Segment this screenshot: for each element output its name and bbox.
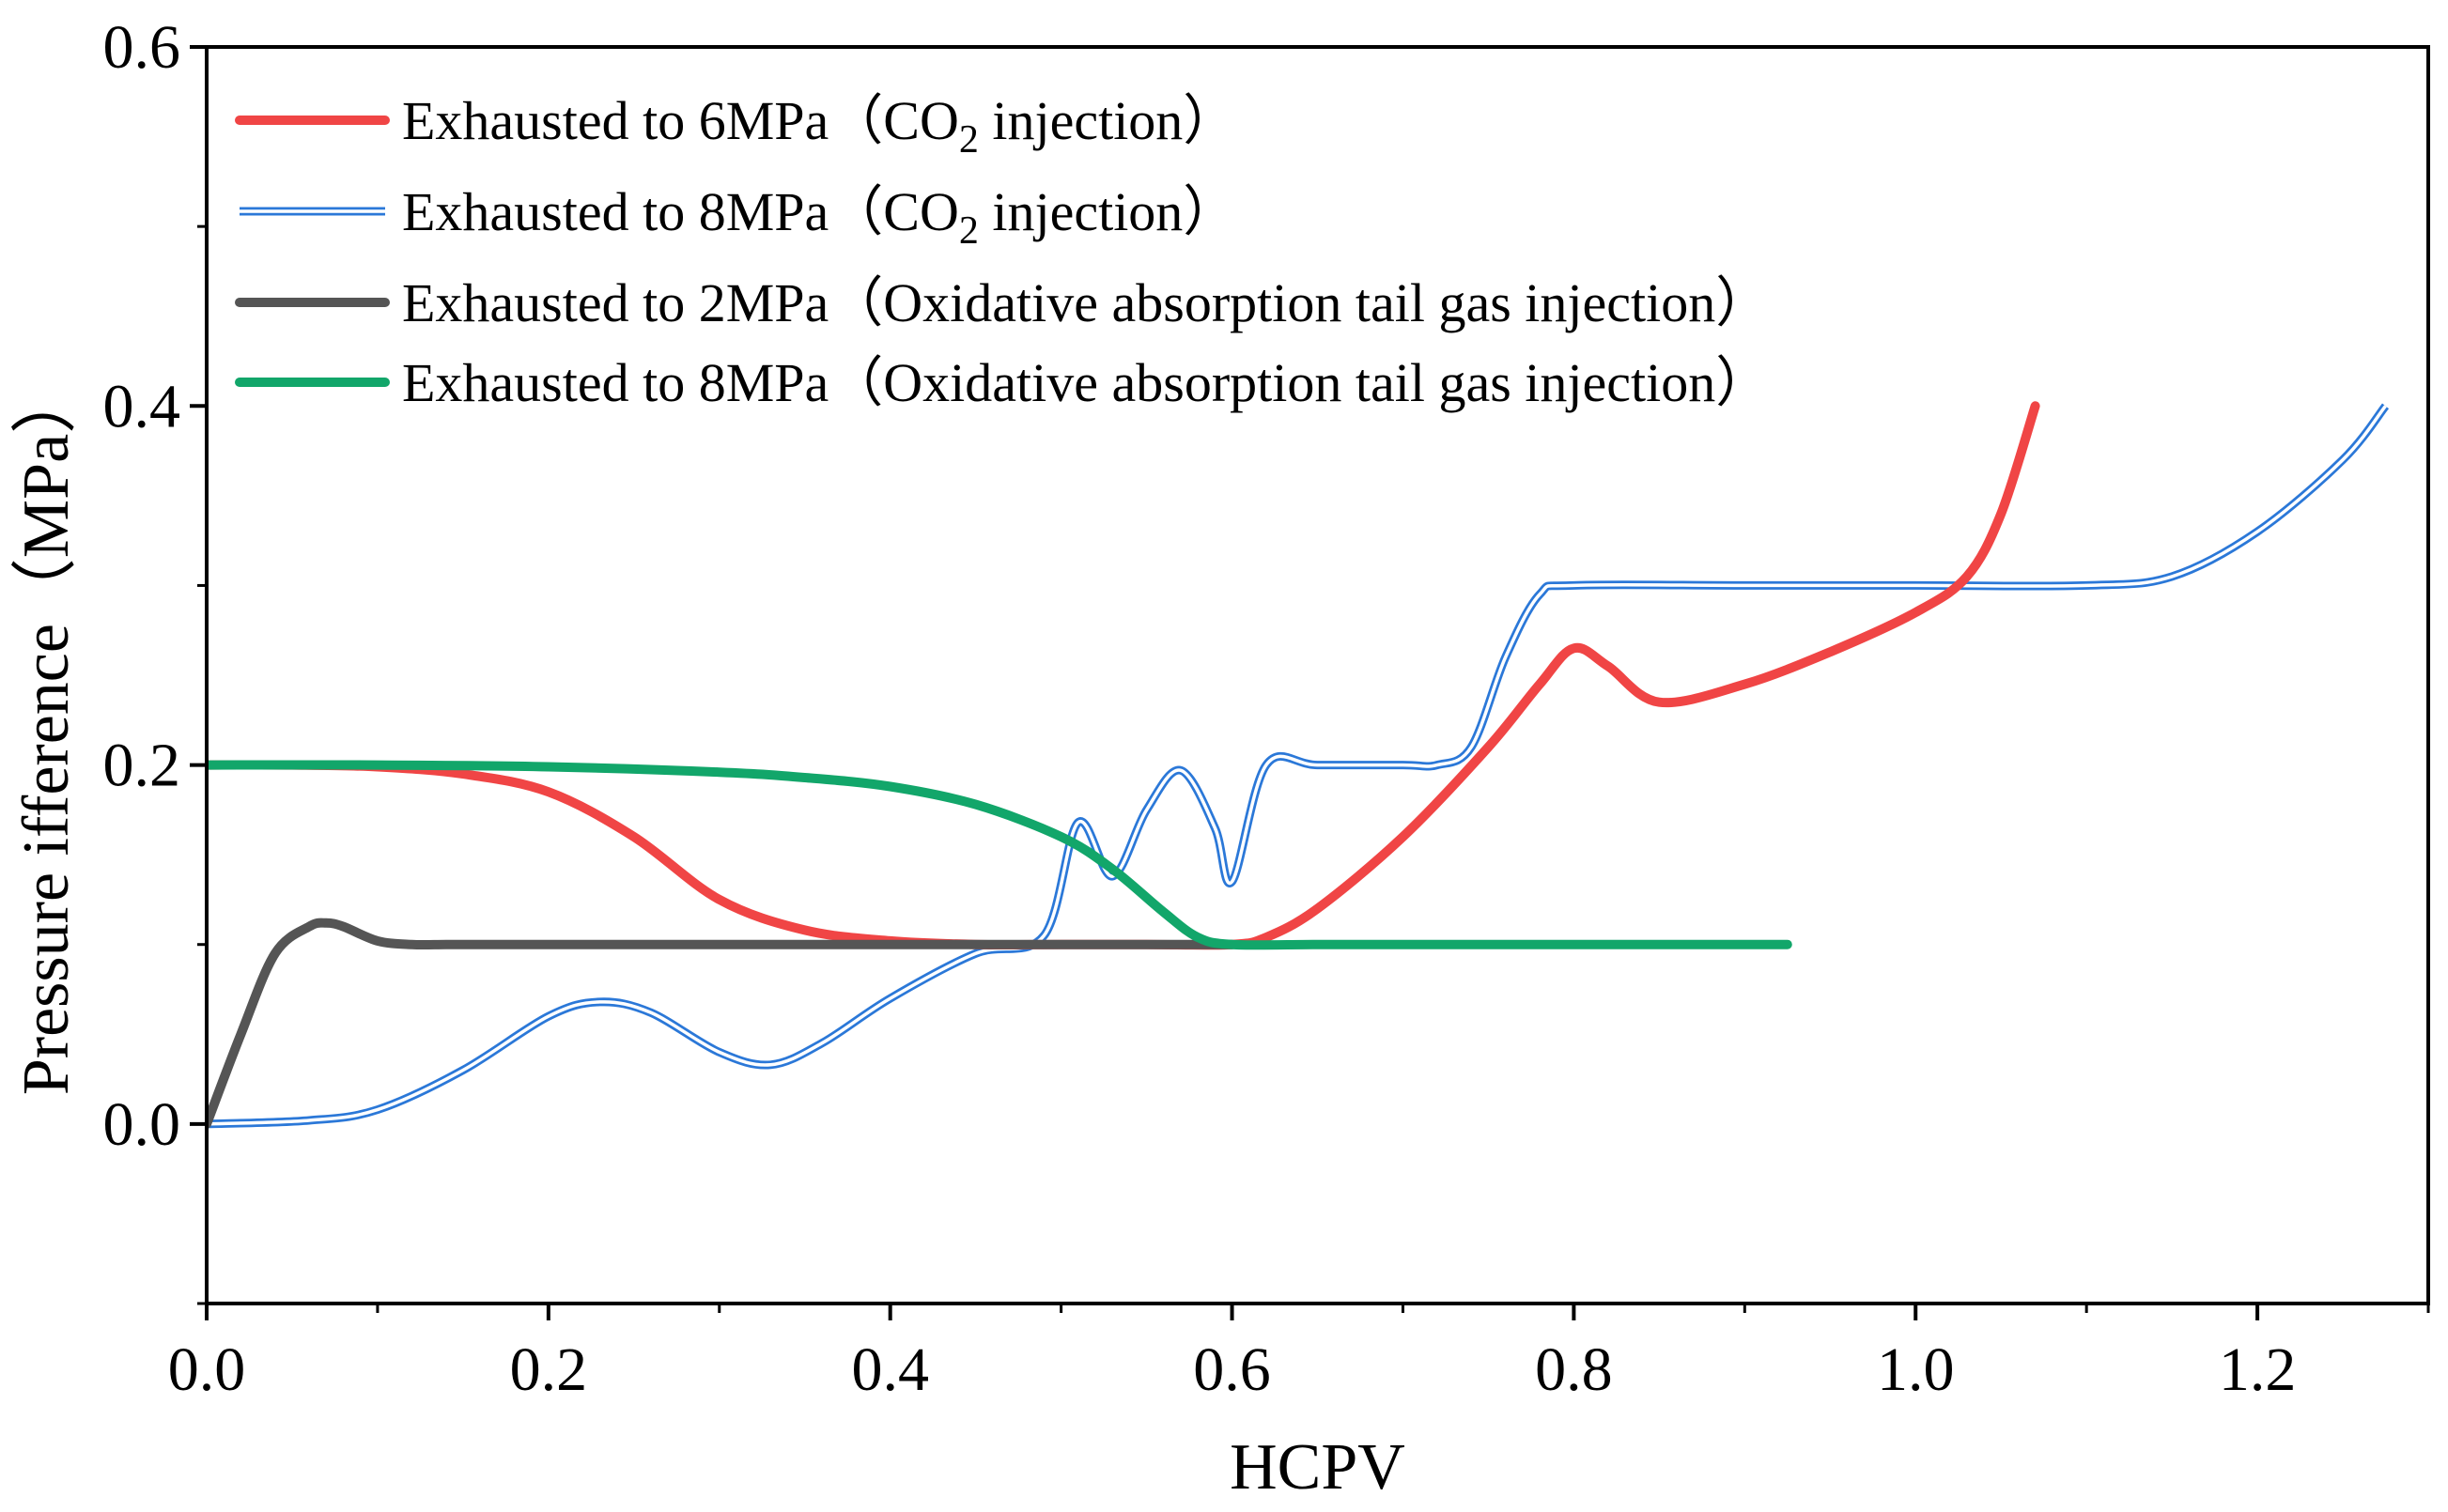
plot-frame <box>205 45 2430 1305</box>
legend-item: Exhausted to 8MPa（CO2 injection） <box>240 181 1237 253</box>
x-tick-label: 0.6 <box>1193 1335 1271 1404</box>
legend-item: Exhausted to 8MPa（Oxidative absorption t… <box>235 352 1770 413</box>
legend: Exhausted to 6MPa（CO2 injection）Exhauste… <box>235 90 1770 413</box>
y-tick-label: 0.2 <box>103 732 181 800</box>
legend-label: Exhausted to 2MPa（Oxidative absorption t… <box>402 272 1770 333</box>
series-line <box>207 760 1792 950</box>
series-line <box>207 401 2040 950</box>
legend-label-tail: injection） <box>979 90 1237 151</box>
y-tick-label: 0.0 <box>103 1090 181 1159</box>
x-tick-label: 0.0 <box>168 1335 246 1404</box>
legend-label-subscript: 2 <box>959 118 979 162</box>
legend-label-main: Exhausted to 2MPa（Oxidative absorption t… <box>402 272 1770 333</box>
legend-label-subscript: 2 <box>959 209 979 253</box>
legend-label: Exhausted to 6MPa（CO2 injection） <box>402 90 1237 162</box>
x-tick-label: 0.4 <box>851 1335 929 1404</box>
legend-label: Exhausted to 8MPa（Oxidative absorption t… <box>402 352 1770 413</box>
legend-label-tail: injection） <box>979 181 1237 242</box>
plot-area <box>207 401 2390 1129</box>
y-tick-label: 0.4 <box>103 372 181 440</box>
x-tick-label: 0.2 <box>510 1335 588 1404</box>
y-axis: 0.0 0.2 0.4 0.6 <box>103 13 207 1305</box>
x-tick-label: 0.8 <box>1535 1335 1613 1404</box>
legend-item: Exhausted to 2MPa（Oxidative absorption t… <box>235 272 1770 333</box>
legend-label-main: Exhausted to 8MPa（CO <box>402 181 959 242</box>
series-line-inner <box>207 405 2387 1126</box>
y-tick-label: 0.6 <box>103 13 181 82</box>
legend-item: Exhausted to 6MPa（CO2 injection） <box>235 90 1237 162</box>
x-axis-title: HCPV <box>1230 1431 1405 1504</box>
legend-label: Exhausted to 8MPa（CO2 injection） <box>402 181 1237 253</box>
legend-label-main: Exhausted to 8MPa（Oxidative absorption t… <box>402 352 1770 413</box>
y-axis-title: Pressure ifference（MPa） <box>10 368 83 1095</box>
series-line <box>207 918 1237 1129</box>
x-axis: 0.0 0.2 0.4 0.6 0.8 1.0 1.2 <box>168 1304 2430 1404</box>
x-tick-label: 1.2 <box>2219 1335 2297 1404</box>
legend-label-main: Exhausted to 6MPa（CO <box>402 90 959 151</box>
x-tick-label: 1.0 <box>1877 1335 1955 1404</box>
